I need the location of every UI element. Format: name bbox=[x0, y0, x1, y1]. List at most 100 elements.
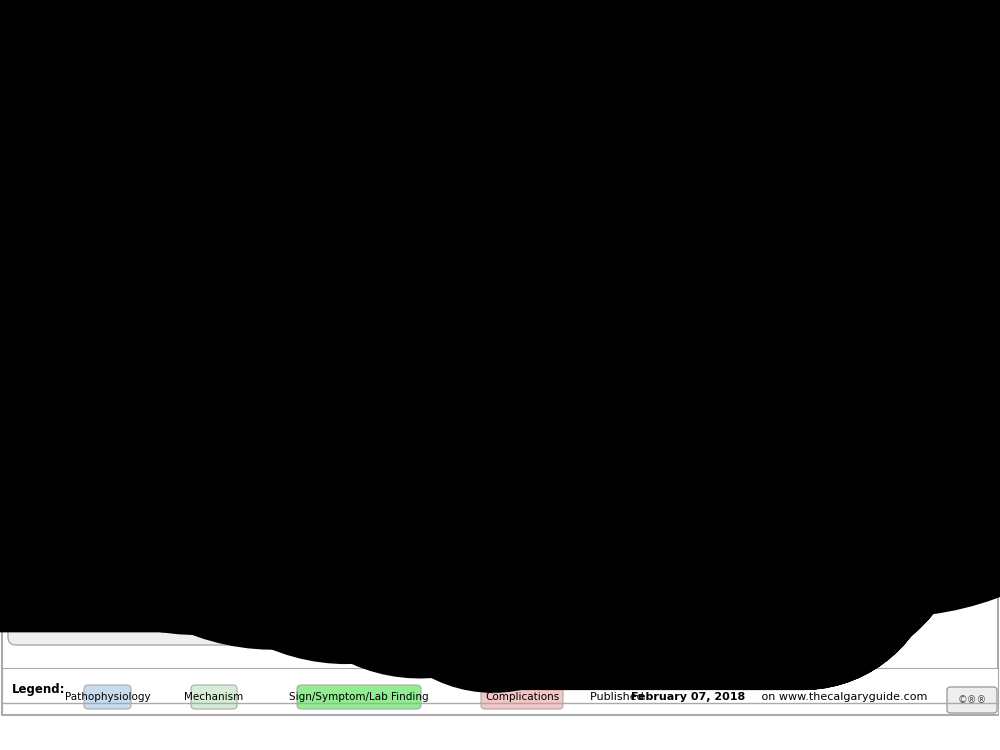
Text: contrast is contraindicated: contrast is contraindicated bbox=[800, 197, 937, 207]
Text: = Deep Vein Thrombus (95% of PE): = Deep Vein Thrombus (95% of PE) bbox=[280, 128, 500, 138]
FancyBboxPatch shape bbox=[358, 51, 462, 79]
Text: • X-Ray is usually normal in PE: • X-Ray is usually normal in PE bbox=[800, 209, 951, 218]
Text: • V/Q – Ventilation-Perfusion ratio: • V/Q – Ventilation-Perfusion ratio bbox=[15, 622, 179, 632]
Text: Blood pumped from RV: Blood pumped from RV bbox=[584, 290, 712, 300]
Text: + ↓ RV Function: + ↓ RV Function bbox=[844, 365, 946, 375]
Text: Hampton's: Hampton's bbox=[42, 434, 108, 444]
Text: pressure: pressure bbox=[624, 368, 672, 378]
Text: Pattern: Pattern bbox=[872, 413, 918, 423]
FancyBboxPatch shape bbox=[19, 167, 161, 207]
FancyBboxPatch shape bbox=[8, 531, 348, 645]
Text: products in blood: products in blood bbox=[42, 187, 138, 197]
FancyBboxPatch shape bbox=[144, 418, 276, 474]
Text: Pulmonary Embolism:: Pulmonary Embolism: bbox=[10, 10, 326, 34]
Text: Kevin Solverson *: Kevin Solverson * bbox=[910, 53, 995, 63]
Text: but specific sign of PE): but specific sign of PE) bbox=[800, 232, 918, 242]
FancyBboxPatch shape bbox=[23, 109, 157, 151]
Text: Blood clot develops (commonly in deep veins of legs): Blood clot develops (commonly in deep ve… bbox=[241, 115, 539, 125]
Text: Vein of Leg: Vein of Leg bbox=[633, 148, 707, 160]
FancyBboxPatch shape bbox=[69, 286, 195, 326]
Text: + Dyspnea: + Dyspnea bbox=[174, 448, 246, 460]
FancyBboxPatch shape bbox=[609, 106, 731, 178]
Text: Clot dislodges, migrates to IVC→ right atrium of heart→: Clot dislodges, migrates to IVC→ right a… bbox=[236, 179, 544, 189]
FancyBboxPatch shape bbox=[303, 409, 477, 451]
Text: Ischemia of lung: Ischemia of lung bbox=[29, 371, 121, 381]
Text: • CT-PA is the current diagnostic: • CT-PA is the current diagnostic bbox=[800, 163, 958, 172]
Text: Mackenzie Gault: Mackenzie Gault bbox=[914, 12, 995, 22]
FancyBboxPatch shape bbox=[800, 491, 990, 523]
FancyBboxPatch shape bbox=[596, 531, 700, 561]
Text: Ultrasound:: Ultrasound: bbox=[636, 109, 704, 122]
Text: ventilation and V/Q: ventilation and V/Q bbox=[336, 360, 444, 370]
Text: Presence of: Presence of bbox=[631, 122, 709, 134]
Text: Venous stasis: Venous stasis bbox=[372, 60, 448, 70]
Text: ↑ CO₂ and ↓ O₂: ↑ CO₂ and ↓ O₂ bbox=[346, 429, 434, 439]
Text: • D-Dimer is only performed if: • D-Dimer is only performed if bbox=[800, 128, 948, 138]
Text: to pulmonary arteries: to pulmonary arteries bbox=[587, 301, 709, 311]
Text: (Except Hampton’s Hump, a rare: (Except Hampton’s Hump, a rare bbox=[800, 220, 968, 230]
Text: Positive D-Dimer: Positive D-Dimer bbox=[34, 233, 146, 247]
Text: Midas (Kening) Kang: Midas (Kening) Kang bbox=[895, 33, 995, 43]
Text: VQ Scan: V/Q: VQ Scan: V/Q bbox=[173, 495, 247, 505]
Text: Published: Published bbox=[590, 692, 647, 702]
Text: Mechanism: Mechanism bbox=[184, 692, 244, 702]
Text: coronary artery perfusion: coronary artery perfusion bbox=[577, 477, 719, 487]
FancyBboxPatch shape bbox=[27, 225, 153, 255]
Text: Authors:: Authors: bbox=[948, 2, 995, 12]
Text: * MD at time of publication: * MD at time of publication bbox=[874, 63, 995, 72]
Text: Sign/Symptom/Lab Finding: Sign/Symptom/Lab Finding bbox=[289, 692, 429, 702]
FancyBboxPatch shape bbox=[238, 172, 542, 212]
FancyBboxPatch shape bbox=[206, 51, 350, 79]
FancyBboxPatch shape bbox=[12, 363, 138, 403]
Text: Pleuritic: Pleuritic bbox=[182, 424, 238, 436]
Text: Body attempts to: Body attempts to bbox=[42, 119, 138, 129]
FancyBboxPatch shape bbox=[262, 291, 518, 321]
FancyBboxPatch shape bbox=[10, 419, 140, 513]
Text: ↑ Lactate: ↑ Lactate bbox=[693, 539, 757, 553]
Text: • V/Q Scan is performed when CT: • V/Q Scan is performed when CT bbox=[800, 185, 964, 196]
Text: February 07, 2018: February 07, 2018 bbox=[631, 692, 745, 702]
FancyBboxPatch shape bbox=[84, 685, 131, 709]
FancyBboxPatch shape bbox=[771, 110, 993, 230]
Text: Legend:: Legend: bbox=[12, 683, 66, 697]
Text: ©®®: ©®® bbox=[957, 695, 987, 705]
Text: lungs unaffected: lungs unaffected bbox=[163, 383, 257, 393]
Text: tissue distal to clot: tissue distal to clot bbox=[22, 383, 128, 393]
Text: mismatching: mismatching bbox=[354, 372, 426, 382]
FancyBboxPatch shape bbox=[601, 407, 695, 437]
Text: Chest Pain: Chest Pain bbox=[860, 500, 930, 514]
FancyBboxPatch shape bbox=[312, 468, 468, 508]
Text: ↑ pulmonary and RV: ↑ pulmonary and RV bbox=[590, 355, 706, 365]
Text: on www.thecalgaryguide.com: on www.thecalgaryguide.com bbox=[758, 692, 927, 702]
Text: ↓ perfusion to lung: ↓ perfusion to lung bbox=[78, 295, 186, 305]
FancyBboxPatch shape bbox=[330, 529, 450, 559]
Text: Chest Pain: Chest Pain bbox=[175, 436, 245, 448]
FancyBboxPatch shape bbox=[800, 444, 990, 476]
FancyBboxPatch shape bbox=[143, 363, 277, 403]
FancyBboxPatch shape bbox=[567, 455, 729, 497]
FancyBboxPatch shape bbox=[470, 51, 574, 79]
Text: based area: based area bbox=[44, 473, 106, 483]
Text: Pulmonary Embolism (PE):: Pulmonary Embolism (PE): bbox=[277, 239, 503, 254]
FancyBboxPatch shape bbox=[518, 349, 616, 381]
Text: ↑ RV work load, ↓ right: ↑ RV work load, ↓ right bbox=[582, 463, 714, 473]
FancyBboxPatch shape bbox=[800, 345, 990, 385]
Text: Tachycardia: Tachycardia bbox=[856, 548, 934, 560]
Text: ECG: S₁Q₃T₃: ECG: S₁Q₃T₃ bbox=[862, 400, 928, 410]
FancyBboxPatch shape bbox=[572, 281, 724, 331]
Text: • ECG – Electrocardiogram: • ECG – Electrocardiogram bbox=[15, 580, 145, 590]
Text: Abbreviations:: Abbreviations: bbox=[15, 540, 101, 550]
FancyBboxPatch shape bbox=[673, 531, 777, 561]
FancyBboxPatch shape bbox=[575, 348, 721, 388]
Text: pleural: pleural bbox=[56, 460, 94, 470]
Text: breathing rate: breathing rate bbox=[350, 488, 430, 498]
FancyBboxPatch shape bbox=[772, 286, 888, 326]
Text: X-Ray:: X-Ray: bbox=[58, 421, 92, 431]
Text: Usama Malik: Usama Malik bbox=[932, 43, 995, 53]
Text: Virchow's Triad: Virchow's Triad bbox=[335, 37, 455, 51]
Text: clinical suspicion of PE low: clinical suspicion of PE low bbox=[800, 140, 936, 149]
Text: Clot occludes pulmonary artery/ arterioles: Clot occludes pulmonary artery/ arteriol… bbox=[272, 301, 508, 311]
Text: Fibrinogen breakdown: Fibrinogen breakdown bbox=[28, 175, 152, 185]
Text: test for PE: test for PE bbox=[800, 174, 857, 184]
Text: • CT-PA – Computed Tomography-Pulmonary Angiogram: • CT-PA – Computed Tomography-Pulmonary … bbox=[15, 566, 288, 576]
